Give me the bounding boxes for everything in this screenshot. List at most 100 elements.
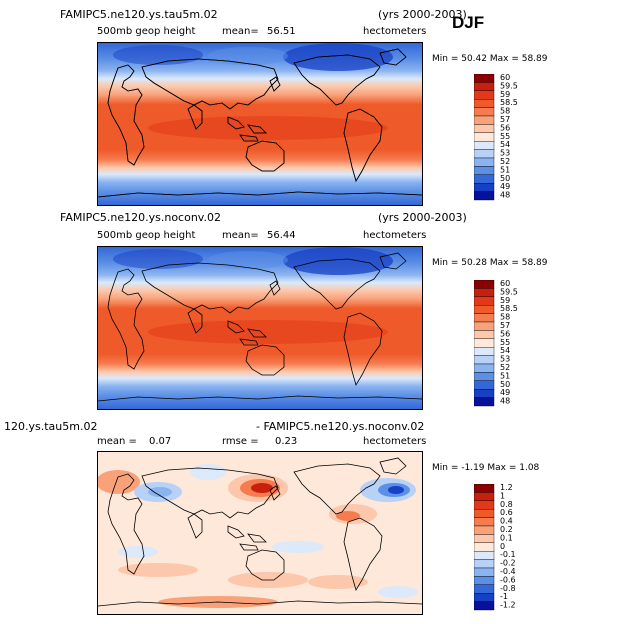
colorbar-tick-label: 1.2	[500, 484, 513, 492]
colorbar-swatch	[474, 313, 495, 323]
colorbar-swatch	[474, 397, 495, 407]
colorbar-swatch	[474, 517, 495, 527]
panel2-mean-value: 56.44	[267, 230, 296, 241]
colorbar-tick-label: 57	[500, 115, 510, 124]
panel1-years: (yrs 2000-2003)	[378, 8, 467, 21]
colorbar-swatch	[474, 321, 495, 331]
panel2-years: (yrs 2000-2003)	[378, 211, 467, 224]
colorbar-swatch	[474, 592, 495, 602]
colorbar-swatch	[474, 380, 495, 390]
colorbar-swatch	[474, 542, 495, 552]
colorbar-tick-label: 51	[500, 371, 510, 380]
colorbar-tick-label: 59.5	[500, 81, 518, 90]
colorbar-swatch	[474, 174, 495, 184]
panel1-map-svg	[98, 43, 422, 205]
panel3-rmse-label: rmse =	[222, 436, 259, 447]
colorbar-swatch	[474, 509, 495, 518]
colorbar-tick-label: -0.4	[500, 567, 516, 576]
panel3-min-max: Min = -1.19 Max = 1.08	[432, 463, 540, 473]
colorbar-swatch	[474, 74, 495, 83]
colorbar-tick-label: 54	[500, 346, 510, 355]
colorbar-tick-label: 56	[500, 123, 510, 132]
panel2-case-title: FAMIPC5.ne120.ys.noconv.02	[60, 211, 221, 224]
colorbar-swatch	[474, 388, 495, 398]
colorbar-tick-label: 59	[500, 296, 510, 305]
colorbar-tick-label: 50	[500, 380, 510, 389]
colorbar-swatch	[474, 191, 495, 201]
colorbar-tick-label: 0	[500, 542, 505, 551]
colorbar-tick-label: 57	[500, 321, 510, 330]
colorbar-tick-label: -1.2	[500, 601, 516, 610]
colorbar-swatch	[474, 484, 495, 493]
colorbar-tick-label: 49	[500, 182, 510, 191]
colorbar-tick-label: 48	[500, 397, 510, 406]
colorbar-tick-label: 0.2	[500, 525, 513, 534]
colorbar-swatch	[474, 372, 495, 382]
colorbar-swatch	[474, 338, 495, 348]
panel1-mean-value: 56.51	[267, 26, 296, 37]
colorbar-swatch	[474, 500, 495, 510]
colorbar-swatch	[474, 149, 495, 159]
colorbar-swatch	[474, 330, 495, 340]
colorbar-tick-label: 0.8	[500, 500, 513, 509]
panel3-colorbar: 1.210.80.60.40.20.10-0.1-0.2-0.4-0.6-0.8…	[474, 484, 516, 611]
colorbar-swatch	[474, 124, 495, 134]
colorbar-tick-label: 59.5	[500, 287, 518, 296]
colorbar-swatch	[474, 567, 495, 577]
colorbar-tick-label: 54	[500, 140, 510, 149]
panel2-units: hectometers	[363, 230, 427, 241]
colorbar-tick-label: 60	[500, 74, 510, 82]
panel2-min-max: Min = 50.28 Max = 58.89	[432, 258, 548, 268]
colorbar-tick-label: 52	[500, 157, 510, 166]
colorbar-swatch	[474, 90, 495, 100]
colorbar-swatch	[474, 525, 495, 535]
panel3-case-b: - FAMIPC5.ne120.ys.noconv.02	[256, 420, 425, 433]
panel2-mean-label: mean=	[222, 230, 259, 241]
panel3-map-svg	[98, 452, 422, 614]
colorbar-tick-label: 58.5	[500, 98, 518, 107]
panel3-units: hectometers	[363, 436, 427, 447]
colorbar-swatch	[474, 82, 495, 91]
colorbar-tick-label: 53	[500, 149, 510, 158]
colorbar-swatch	[474, 559, 495, 569]
colorbar-swatch	[474, 363, 495, 373]
panel1-case-title: FAMIPC5.ne120.ys.tau5m.02	[60, 8, 218, 21]
colorbar-swatch	[474, 550, 495, 560]
colorbar-tick-label: -0.8	[500, 584, 516, 593]
colorbar-swatch	[474, 534, 495, 544]
panel3-rmse-value: 0.23	[275, 436, 298, 447]
panel3-map	[97, 451, 423, 615]
colorbar-tick-label: 53	[500, 355, 510, 364]
panel1-units: hectometers	[363, 26, 427, 37]
colorbar-tick-label: -1	[500, 592, 508, 601]
colorbar-tick-label: 0.6	[500, 508, 513, 517]
colorbar-tick-label: 58	[500, 107, 510, 116]
colorbar-tick-label: 1	[500, 491, 505, 500]
colorbar-tick-label: -0.6	[500, 575, 516, 584]
colorbar-swatch	[474, 115, 495, 125]
colorbar-swatch	[474, 99, 495, 108]
colorbar-tick-label: -0.2	[500, 559, 516, 568]
colorbar-swatch	[474, 296, 495, 306]
panel3-mean-label: mean =	[97, 436, 137, 447]
panel3-case-a: 120.ys.tau5m.02	[4, 420, 98, 433]
colorbar-tick-label: 59	[500, 90, 510, 99]
colorbar-tick-label: 48	[500, 191, 510, 200]
colorbar-swatch	[474, 288, 495, 297]
colorbar-swatch	[474, 107, 495, 117]
colorbar-tick-label: -0.1	[500, 550, 516, 559]
season-label: DJF	[452, 13, 485, 32]
panel1-map	[97, 42, 423, 206]
colorbar-tick-label: 52	[500, 363, 510, 372]
colorbar-tick-label: 58	[500, 313, 510, 322]
panel1-coastlines	[98, 48, 422, 198]
colorbar-tick-label: 0.1	[500, 533, 513, 542]
panel1-mean-label: mean=	[222, 26, 259, 37]
panel3-mean-value: 0.07	[149, 436, 172, 447]
colorbar-swatch	[474, 166, 495, 176]
colorbar-swatch	[474, 601, 495, 611]
colorbar-swatch	[474, 280, 495, 289]
panel2-map	[97, 246, 423, 410]
